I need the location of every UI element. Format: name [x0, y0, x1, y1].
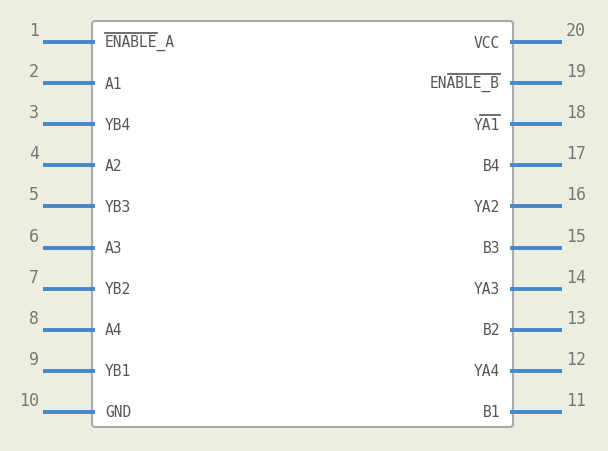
Text: 10: 10	[19, 391, 39, 409]
Text: YB1: YB1	[105, 364, 131, 378]
Text: 2: 2	[29, 63, 39, 81]
Text: 19: 19	[566, 63, 586, 81]
Text: 17: 17	[566, 145, 586, 163]
Text: YA3: YA3	[474, 281, 500, 296]
Text: 3: 3	[29, 104, 39, 122]
Text: 8: 8	[29, 309, 39, 327]
Text: A4: A4	[105, 322, 122, 337]
Text: 13: 13	[566, 309, 586, 327]
Text: 15: 15	[566, 227, 586, 245]
Text: GND: GND	[105, 405, 131, 419]
Text: YB3: YB3	[105, 199, 131, 215]
Text: 1: 1	[29, 22, 39, 40]
Text: A3: A3	[105, 240, 122, 255]
Text: 16: 16	[566, 186, 586, 204]
Text: 4: 4	[29, 145, 39, 163]
Text: ENABLE_A: ENABLE_A	[105, 35, 175, 51]
Text: YA2: YA2	[474, 199, 500, 215]
Text: 11: 11	[566, 391, 586, 409]
FancyBboxPatch shape	[92, 22, 513, 427]
Text: B4: B4	[483, 158, 500, 174]
Text: 20: 20	[566, 22, 586, 40]
Text: 14: 14	[566, 268, 586, 286]
Text: 6: 6	[29, 227, 39, 245]
Text: 12: 12	[566, 350, 586, 368]
Text: YB2: YB2	[105, 281, 131, 296]
Text: 7: 7	[29, 268, 39, 286]
Text: YB4: YB4	[105, 117, 131, 133]
Text: B2: B2	[483, 322, 500, 337]
Text: YA4: YA4	[474, 364, 500, 378]
Text: B1: B1	[483, 405, 500, 419]
Text: ENABLE_B: ENABLE_B	[430, 76, 500, 92]
Text: 18: 18	[566, 104, 586, 122]
Text: 9: 9	[29, 350, 39, 368]
Text: A1: A1	[105, 76, 122, 92]
Text: 5: 5	[29, 186, 39, 204]
Text: VCC: VCC	[474, 36, 500, 51]
Text: A2: A2	[105, 158, 122, 174]
Text: YA1: YA1	[474, 117, 500, 133]
Text: B3: B3	[483, 240, 500, 255]
